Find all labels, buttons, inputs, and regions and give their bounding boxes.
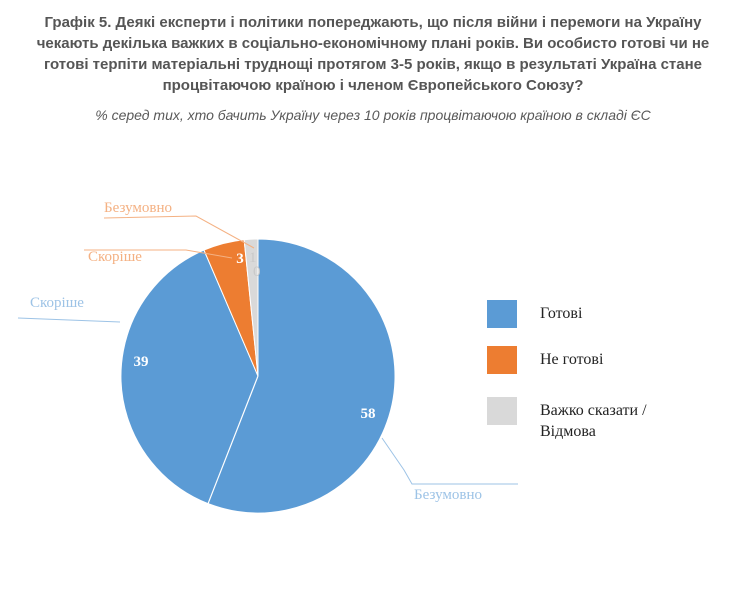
chart-title-line: процвітаючою країною і членом Європейськ… (162, 77, 584, 94)
leader-line (84, 249, 233, 259)
slice-value-label: 1 (249, 250, 257, 266)
sub-label-безумовно: Безумовно (104, 200, 172, 216)
legend-label: Готові (540, 305, 583, 322)
slice-value-label: 39 (134, 354, 149, 370)
legend-label: Важко сказати / (540, 402, 647, 419)
legend-label: Не готові (540, 351, 604, 368)
slice-value-label: 58 (361, 406, 376, 422)
chart-title-line: готові терпіти матеріальні труднощі прот… (43, 56, 703, 73)
chart-title-line: чекають декілька важких в соціально-екон… (36, 35, 710, 52)
legend-label: Відмова (540, 423, 596, 440)
legend-swatch (487, 346, 517, 374)
sub-label-скоріше: Скоріше (88, 249, 142, 265)
chart-subtitle: % серед тих, хто бачить Україну через 10… (95, 107, 651, 123)
legend-swatch (487, 300, 517, 328)
sub-label-безумовно: Безумовно (414, 487, 482, 503)
legend-swatch (487, 397, 517, 425)
chart-title-line: Графік 5. Деякі експерти і політики попе… (44, 14, 702, 31)
pie-slice-важко-сказати-відмова (243, 238, 259, 377)
leader-line (103, 215, 255, 249)
slice-value-label: 0 (253, 264, 261, 280)
sub-divider-line (207, 375, 259, 504)
sub-label-скоріше: Скоріше (30, 295, 84, 311)
leader-line (17, 317, 121, 323)
leader-line (381, 437, 518, 485)
slice-value-label: 3 (236, 251, 244, 267)
chart-title: Графік 5. Деякі експерти і політики попе… (0, 12, 746, 96)
